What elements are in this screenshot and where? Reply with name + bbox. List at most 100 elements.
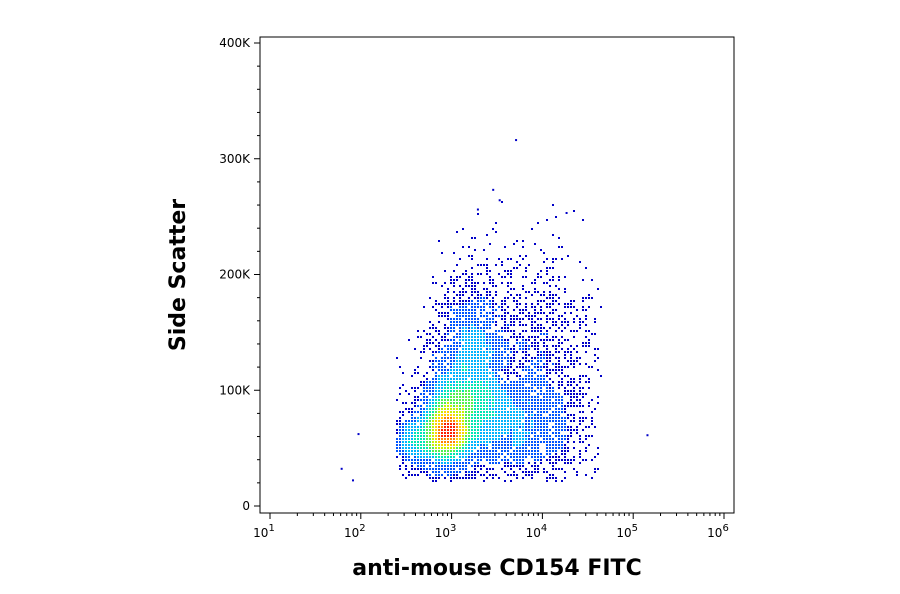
x-tick-label: 105: [616, 523, 638, 540]
event-point: [501, 438, 503, 440]
event-point: [453, 417, 455, 419]
event-point: [516, 450, 518, 452]
event-point: [462, 303, 464, 305]
event-point: [495, 231, 497, 233]
event-point: [465, 336, 467, 338]
event-point: [456, 471, 458, 473]
event-point: [561, 381, 563, 383]
event-point: [486, 435, 488, 437]
event-point: [507, 396, 509, 398]
event-point: [447, 327, 449, 329]
event-point: [414, 435, 416, 437]
event-point: [441, 435, 443, 437]
event-point: [438, 414, 440, 416]
event-point: [552, 369, 554, 371]
event-point: [537, 300, 539, 302]
event-point: [519, 324, 521, 326]
event-point: [465, 285, 467, 287]
event-point: [573, 459, 575, 461]
event-point: [483, 324, 485, 326]
event-point: [522, 324, 524, 326]
event-point: [465, 405, 467, 407]
x-tick-label: 104: [526, 523, 548, 540]
event-point: [462, 312, 464, 314]
x-tick-label: 103: [435, 523, 457, 540]
event-point: [534, 279, 536, 281]
event-point: [492, 429, 494, 431]
event-point: [540, 423, 542, 425]
event-point: [480, 333, 482, 335]
y-tick-label: 300K: [219, 152, 251, 166]
event-point: [396, 420, 398, 422]
event-point: [486, 393, 488, 395]
event-point: [423, 438, 425, 440]
event-point: [525, 342, 527, 344]
event-point: [525, 366, 527, 368]
event-point: [480, 375, 482, 377]
event-point: [447, 447, 449, 449]
event-point: [504, 402, 506, 404]
event-point: [483, 393, 485, 395]
event-point: [507, 417, 509, 419]
event-point: [546, 435, 548, 437]
event-point: [453, 366, 455, 368]
event-point: [465, 474, 467, 476]
event-point: [399, 444, 401, 446]
event-point: [456, 408, 458, 410]
event-point: [585, 393, 587, 395]
event-point: [489, 384, 491, 386]
event-point: [471, 420, 473, 422]
event-point: [510, 360, 512, 362]
event-point: [540, 276, 542, 278]
event-point: [483, 300, 485, 302]
event-point: [492, 459, 494, 461]
event-point: [474, 396, 476, 398]
event-point: [585, 450, 587, 452]
event-point: [447, 381, 449, 383]
event-point: [468, 402, 470, 404]
event-point: [573, 405, 575, 407]
event-point: [525, 453, 527, 455]
event-point: [471, 291, 473, 293]
event-point: [543, 471, 545, 473]
event-point: [558, 297, 560, 299]
event-point: [480, 468, 482, 470]
event-point: [447, 441, 449, 443]
event-point: [438, 375, 440, 377]
event-point: [417, 366, 419, 368]
event-point: [537, 348, 539, 350]
outlier-point: [492, 188, 495, 191]
event-point: [432, 477, 434, 479]
event-point: [480, 393, 482, 395]
event-point: [522, 246, 524, 248]
event-point: [411, 444, 413, 446]
event-point: [507, 312, 509, 314]
event-point: [588, 294, 590, 296]
event-point: [600, 306, 602, 308]
event-point: [555, 285, 557, 287]
event-point: [450, 306, 452, 308]
event-point: [558, 444, 560, 446]
event-point: [447, 423, 449, 425]
event-point: [498, 357, 500, 359]
event-point: [552, 420, 554, 422]
event-point: [453, 390, 455, 392]
event-point: [498, 351, 500, 353]
event-point: [471, 255, 473, 257]
event-point: [459, 444, 461, 446]
event-point: [477, 327, 479, 329]
event-point: [420, 384, 422, 386]
event-point: [582, 297, 584, 299]
event-point: [489, 270, 491, 272]
event-point: [534, 408, 536, 410]
event-point: [477, 381, 479, 383]
event-point: [552, 276, 554, 278]
event-point: [444, 414, 446, 416]
event-point: [513, 348, 515, 350]
event-point: [465, 450, 467, 452]
event-point: [408, 453, 410, 455]
event-point: [510, 384, 512, 386]
event-point: [432, 324, 434, 326]
event-point: [465, 339, 467, 341]
event-point: [438, 405, 440, 407]
